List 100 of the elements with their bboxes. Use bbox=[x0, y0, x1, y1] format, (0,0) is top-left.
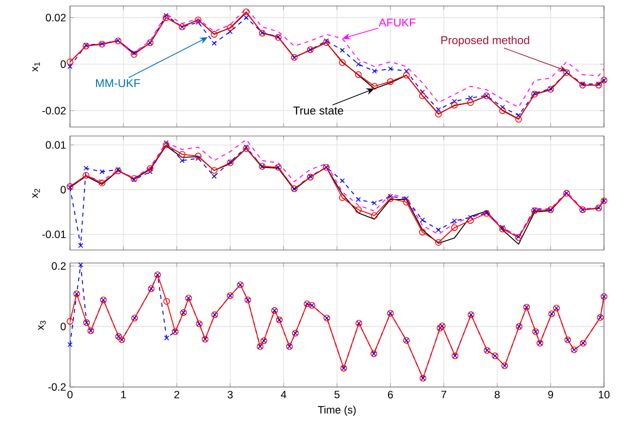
point bbox=[164, 336, 170, 340]
annotation: Proposed method bbox=[441, 36, 530, 46]
y-tick-label: 0.02 bbox=[46, 14, 66, 22]
point bbox=[452, 218, 457, 224]
annotation: AFUKF bbox=[378, 18, 416, 27]
x-tick-label: 9 bbox=[548, 390, 554, 398]
point bbox=[436, 227, 441, 232]
y-tick-label: 0 bbox=[60, 60, 66, 68]
point bbox=[100, 169, 105, 174]
x-tick-label: 3 bbox=[228, 390, 233, 398]
y-tick-label: -0.01 bbox=[42, 230, 66, 238]
point bbox=[194, 16, 202, 24]
point bbox=[180, 158, 185, 164]
point bbox=[164, 140, 169, 146]
point bbox=[355, 206, 362, 214]
x-tick-label: 10 bbox=[598, 390, 610, 398]
point bbox=[244, 15, 249, 20]
point bbox=[419, 228, 426, 236]
point bbox=[210, 167, 218, 174]
point bbox=[163, 298, 170, 305]
point bbox=[148, 169, 153, 174]
point bbox=[435, 110, 442, 118]
point bbox=[356, 197, 361, 202]
y-axis-title: x$_{3}$ bbox=[38, 320, 46, 330]
point bbox=[194, 152, 202, 160]
point bbox=[178, 150, 186, 158]
x-tick-label: 4 bbox=[280, 390, 286, 398]
point bbox=[78, 243, 84, 248]
point bbox=[242, 8, 250, 16]
point bbox=[324, 38, 329, 44]
annotation: True state bbox=[293, 106, 344, 115]
point bbox=[515, 116, 522, 123]
x-tick-label: 1 bbox=[121, 390, 126, 398]
point bbox=[196, 156, 201, 161]
point bbox=[372, 68, 377, 74]
point bbox=[468, 214, 473, 220]
point bbox=[467, 99, 474, 106]
point bbox=[404, 196, 409, 202]
point bbox=[146, 165, 154, 172]
y-tick-label: 0 bbox=[60, 322, 66, 330]
point bbox=[388, 194, 393, 199]
point bbox=[339, 194, 346, 202]
x-axis-title: Time (s) bbox=[318, 406, 356, 416]
point bbox=[196, 20, 201, 25]
point bbox=[82, 172, 90, 179]
point bbox=[451, 224, 458, 231]
point bbox=[387, 195, 394, 202]
point bbox=[388, 66, 393, 72]
y-tick-label: 0.2 bbox=[52, 262, 66, 270]
point bbox=[78, 262, 84, 268]
point bbox=[468, 95, 473, 100]
point bbox=[66, 58, 74, 66]
point bbox=[162, 14, 170, 21]
point bbox=[403, 198, 410, 206]
point bbox=[66, 318, 74, 325]
x-tick-label: 8 bbox=[494, 390, 500, 398]
point bbox=[340, 178, 345, 184]
point bbox=[387, 78, 394, 85]
point bbox=[451, 102, 458, 108]
point bbox=[322, 39, 330, 46]
point bbox=[436, 107, 441, 112]
y-tick-label: 0 bbox=[60, 186, 66, 194]
point bbox=[226, 24, 234, 31]
point bbox=[212, 40, 217, 46]
point bbox=[162, 142, 170, 148]
point bbox=[371, 212, 378, 219]
point bbox=[499, 107, 506, 114]
point bbox=[371, 82, 378, 90]
point bbox=[340, 48, 345, 53]
point bbox=[68, 64, 72, 69]
x-tick-label: 7 bbox=[441, 390, 446, 398]
point bbox=[212, 174, 217, 179]
point bbox=[420, 90, 425, 95]
point bbox=[130, 51, 138, 58]
point bbox=[403, 72, 410, 78]
annotation: MM-UKF bbox=[96, 79, 140, 88]
y-tick-label: -0.2 bbox=[48, 383, 66, 391]
point bbox=[419, 92, 426, 100]
point bbox=[132, 50, 137, 56]
x-tick-label: 0 bbox=[67, 390, 73, 398]
point bbox=[210, 31, 218, 38]
y-tick-label: 0.01 bbox=[46, 141, 66, 149]
point bbox=[467, 217, 474, 224]
point bbox=[356, 62, 361, 67]
point bbox=[164, 12, 169, 18]
y-tick-label: -0.02 bbox=[42, 106, 66, 114]
point bbox=[435, 239, 442, 246]
point bbox=[114, 168, 122, 174]
y-axis-title: x$_{1}$ bbox=[32, 62, 40, 72]
point bbox=[68, 342, 72, 348]
x-tick-label: 5 bbox=[334, 390, 340, 398]
point bbox=[98, 180, 106, 186]
point bbox=[500, 104, 506, 110]
point bbox=[355, 71, 362, 78]
point bbox=[339, 59, 346, 66]
point bbox=[420, 218, 425, 223]
point bbox=[372, 200, 377, 206]
point bbox=[84, 166, 88, 171]
x-tick-label: 6 bbox=[388, 390, 393, 398]
x-tick-label: 2 bbox=[174, 390, 180, 398]
